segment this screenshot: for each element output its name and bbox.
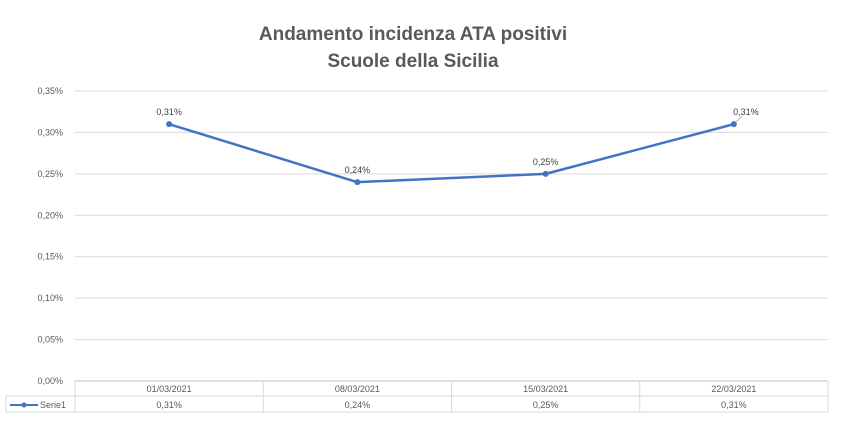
y-tick-label: 0,05% [37,335,63,345]
data-label: 0,25% [533,157,559,167]
y-tick-label: 0,35% [37,86,63,96]
data-point [542,170,549,177]
data-point [354,179,361,186]
data-label-leader-line [735,115,743,123]
x-category-label: 08/03/2021 [335,384,380,394]
data-labels: 0,31% 0,24% 0,25% 0,31% [156,107,758,175]
legend-series-name: Serie1 [40,400,66,410]
data-label: 0,24% [345,165,371,175]
data-label: 0,31% [733,107,759,117]
series-layer [166,121,737,186]
y-tick-label: 0,10% [37,293,63,303]
data-point [166,121,173,128]
table-value-cell: 0,31% [721,400,747,410]
y-tick-label: 0,00% [37,376,63,386]
x-category-label: 15/03/2021 [523,384,568,394]
legend-marker-icon [21,402,27,408]
y-tick-label: 0,20% [37,210,63,220]
y-tick-label: 0,25% [37,169,63,179]
series-line [167,122,736,184]
data-table: 01/03/2021 08/03/2021 15/03/2021 22/03/2021… [5,381,829,413]
y-tick-label: 0,30% [37,127,63,137]
chart-title: Andamento incidenza ATA positivi [259,24,567,45]
y-tick-label: 0,15% [37,252,63,262]
data-label: 0,31% [156,107,182,117]
x-category-label: 01/03/2021 [147,384,192,394]
table-value-cell: 0,31% [156,400,182,410]
data-point [730,121,737,128]
x-category-label: 22/03/2021 [711,384,756,394]
chart-subtitle: Scuole della Sicilia [327,51,499,72]
table-value-cell: 0,24% [345,400,371,410]
y-axis-ticks: 0,00% 0,05% 0,10% 0,15% 0,20% 0,25% 0,30% 0,35% [37,86,63,386]
table-value-cell: 0,25% [533,400,559,410]
